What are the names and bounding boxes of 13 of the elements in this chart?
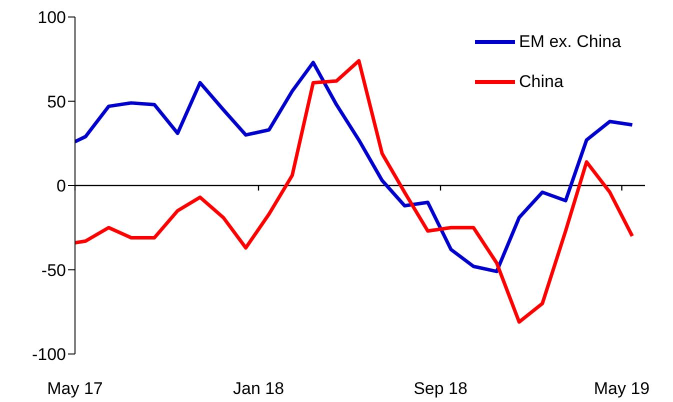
x-tick-label: May 19 [594,379,650,398]
y-tick-label: -50 [41,260,66,280]
legend-label: China [519,72,564,92]
x-tick-label: May 17 [47,379,103,398]
line-series [75,60,634,274]
y-tick-label: 0 [56,176,66,196]
y-tick-label: 50 [47,92,66,112]
y-tick-label: 100 [38,8,66,28]
x-tick-label: Sep 18 [414,379,468,398]
y-tick-label: -100 [32,345,66,364]
line-series [75,59,634,324]
x-tick-label: Jan 18 [232,379,284,398]
legend-label: EM ex. China [519,32,622,52]
